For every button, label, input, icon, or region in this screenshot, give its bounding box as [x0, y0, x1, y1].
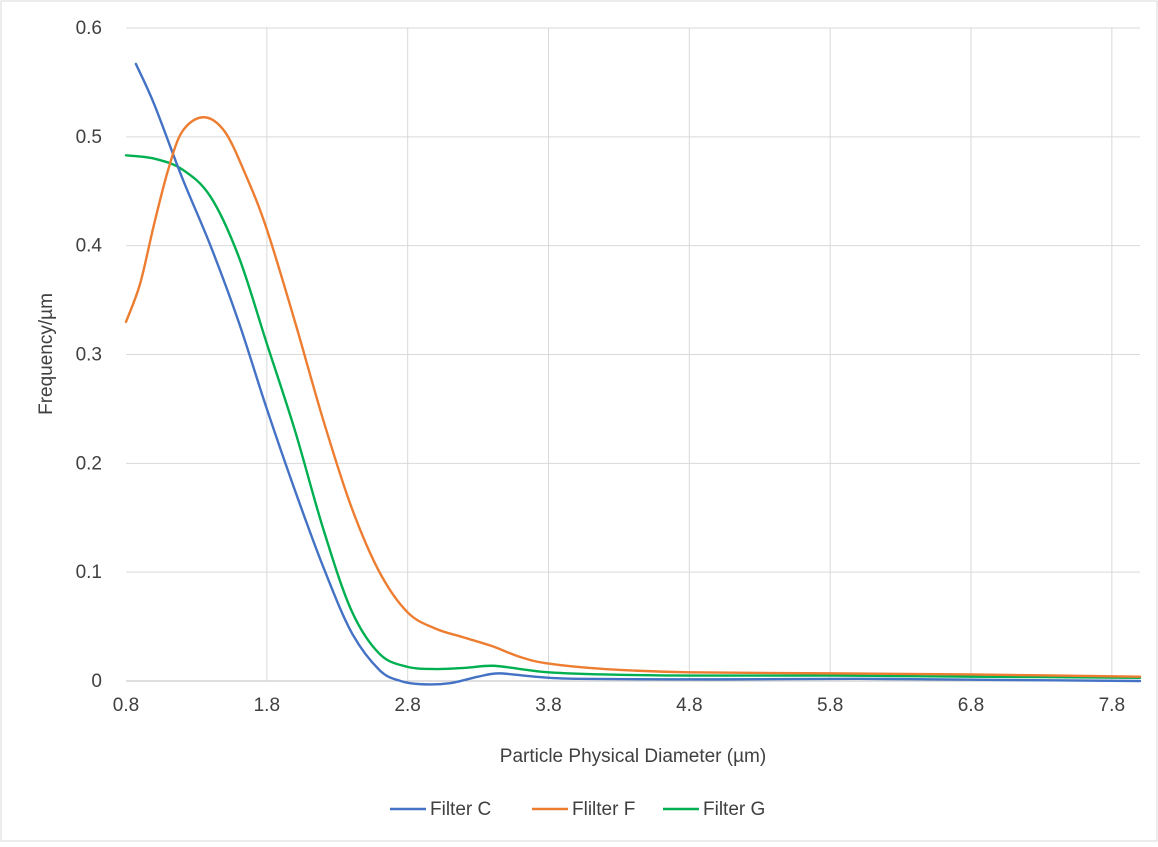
- x-tick-label: 2.8: [394, 695, 420, 716]
- legend-item-filter-g: Filter G: [663, 799, 765, 820]
- y-tick-label: 0.5: [76, 127, 102, 148]
- legend-item-filter-c: Filter C: [390, 799, 491, 820]
- series-line-filter-g: [124, 154, 1142, 679]
- legend-item-flilter-f: Flilter F: [532, 799, 635, 820]
- y-tick-label: 0: [91, 671, 102, 692]
- x-tick-label: 4.8: [676, 695, 702, 716]
- y-tick-label: 0.1: [76, 562, 102, 583]
- series-line-flilter-f: [124, 116, 1142, 678]
- series-line-filter-c: [134, 62, 1142, 686]
- legend: Filter C Flilter F Filter G: [390, 799, 765, 820]
- x-tick-label: 0.8: [113, 695, 139, 716]
- x-tick-label: 3.8: [535, 695, 561, 716]
- x-axis-title: Particle Physical Diameter (µm): [500, 746, 766, 767]
- y-tick-label: 0.2: [76, 453, 102, 474]
- series-lines: [124, 62, 1142, 686]
- legend-label: Filter G: [703, 799, 765, 820]
- y-tick-label: 0.3: [76, 345, 102, 366]
- legend-label: Flilter F: [572, 799, 635, 820]
- x-tick-label: 7.8: [1099, 695, 1125, 716]
- y-axis-title: Frequency/µm: [36, 293, 57, 415]
- y-axis-ticks: 0 0.1 0.2 0.3 0.4 0.5 0.6: [76, 18, 103, 692]
- x-axis-ticks: 0.8 1.8 2.8 3.8 4.8 5.8 6.8 7.8: [113, 695, 1125, 716]
- x-tick-label: 6.8: [958, 695, 984, 716]
- x-tick-label: 1.8: [254, 695, 280, 716]
- y-tick-label: 0.4: [76, 236, 103, 257]
- legend-label: Filter C: [430, 799, 491, 820]
- gridlines: [126, 27, 1140, 682]
- x-tick-label: 5.8: [817, 695, 843, 716]
- y-tick-label: 0.6: [76, 18, 102, 39]
